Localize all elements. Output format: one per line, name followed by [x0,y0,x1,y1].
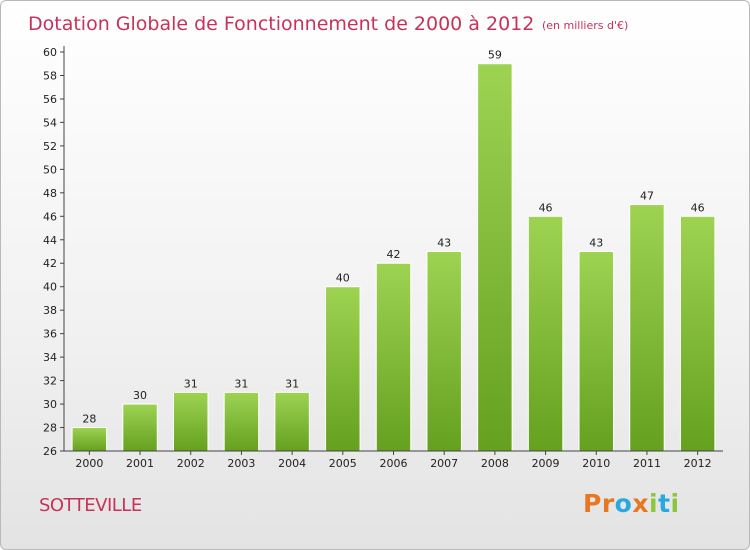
y-tick-label: 34 [43,351,57,364]
x-axis: 2000 2001 2002 2003 2004 2005 2006 2007 2008 2009… [64,450,723,470]
bar-2006 [375,262,412,452]
value-label-2006: 42 [387,248,401,261]
bar-2012 [679,215,716,452]
x-tick-label-2010: 2010 [582,457,610,470]
y-tick-label: 26 [43,445,57,458]
bar-2009 [527,215,564,452]
y-tick-label: 46 [43,210,57,223]
bar-2000 [71,427,108,452]
y-tick-label: 48 [43,187,57,200]
y-tick-label: 44 [43,234,57,247]
bar-2004 [274,391,310,452]
y-tick-label: 40 [43,281,57,294]
x-tick-label-2007: 2007 [430,457,458,470]
y-tick-label: 50 [43,163,57,176]
y-tick-label: 28 [43,422,57,435]
y-tick-label: 32 [43,375,57,388]
value-label-2009: 46 [539,201,553,214]
y-tick-label: 58 [43,69,57,82]
bar-2007 [426,251,462,452]
y-axis: 26 28 30 32 34 36 38 40 42 44 46 48 50 52 54 56 58 60 [43,46,65,458]
bar-2010 [578,251,615,452]
value-label-2004: 31 [285,377,299,390]
logo-letter: r [601,489,615,518]
x-tick-label-2009: 2009 [532,457,560,470]
value-label-2002: 31 [184,377,198,390]
value-label-2012: 46 [691,201,705,214]
value-label-2001: 30 [133,389,147,402]
bar-2001 [122,403,158,452]
y-tick-label: 42 [43,257,57,270]
bars: 28 30 31 31 31 40 42 43 59 46 43 47 46 [71,49,716,452]
y-tick-label: 52 [43,140,57,153]
logo-letter: x [632,489,649,518]
x-tick-label-2005: 2005 [329,457,357,470]
value-label-2003: 31 [234,377,248,390]
x-tick-label-2000: 2000 [75,457,103,470]
x-tick-label-2004: 2004 [278,457,306,470]
bar-2002 [172,391,209,452]
x-tick-label-2008: 2008 [481,457,509,470]
y-tick-label: 54 [43,116,57,129]
x-tick-label-2001: 2001 [126,457,154,470]
y-tick-label: 30 [43,398,57,411]
bar-2003 [223,391,260,452]
value-label-2010: 43 [589,237,603,250]
logo-letter: i [670,489,680,518]
chart-title: Dotation Globale de Fonctionnement de 20… [28,13,534,35]
value-label-2011: 47 [640,190,654,203]
place-name: SOTTEVILLE [39,495,142,516]
x-tick-label-2012: 2012 [684,457,712,470]
bar-2005 [325,286,361,452]
x-tick-label-2006: 2006 [380,457,408,470]
bar-2008 [477,63,513,452]
logo-letter: o [614,489,633,518]
x-tick-label-2011: 2011 [633,457,661,470]
value-label-2005: 40 [336,272,350,285]
y-tick-label: 36 [43,328,57,341]
bar-2011 [629,204,665,452]
logo-letter: P [583,489,602,518]
proxiti-logo: Proxiti [583,489,680,518]
value-label-2008: 59 [488,49,502,62]
x-tick-label-2003: 2003 [227,457,255,470]
y-tick-label: 56 [43,93,57,106]
value-label-2000: 28 [82,413,96,426]
logo-letter: i [649,489,659,518]
y-tick-label: 60 [43,46,57,59]
y-tick-label: 38 [43,304,57,317]
x-tick-label-2002: 2002 [177,457,205,470]
value-label-2007: 43 [437,237,451,250]
logo-letter: t [658,489,671,518]
chart-subtitle: (en milliers d'€) [542,19,628,32]
